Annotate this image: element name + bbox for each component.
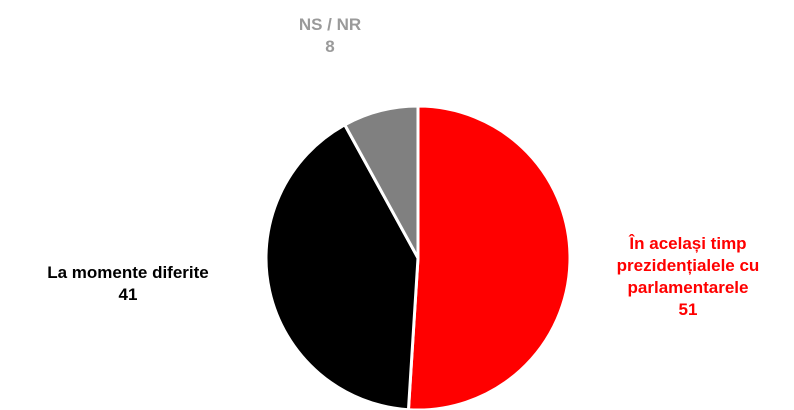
pie-slice (342, 104, 420, 259)
slice-label: NS / NR 8 (275, 14, 385, 58)
pie-slice (264, 122, 420, 410)
slice-name: NS / NR (298, 15, 362, 34)
slice-name: În același timp prezidențialele cu parla… (616, 234, 760, 297)
pie-slice (406, 104, 572, 410)
slice-value: 8 (325, 37, 335, 56)
slice-value: 51 (678, 300, 698, 319)
slice-label: În același timp prezidențialele cu parla… (590, 233, 786, 321)
slice-value: 41 (118, 285, 138, 304)
slice-name: La momente diferite (47, 263, 209, 282)
slice-label: La momente diferite 41 (20, 262, 236, 306)
